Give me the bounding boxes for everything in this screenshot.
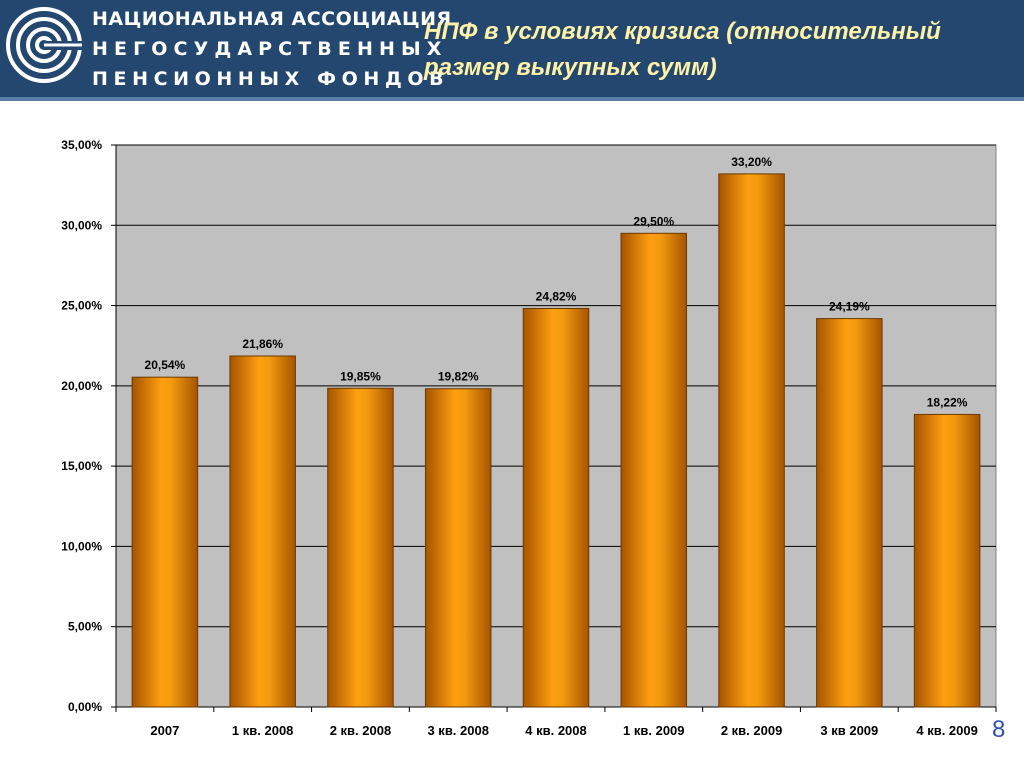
bar xyxy=(424,388,492,708)
y-tick-label: 30,00% xyxy=(61,218,102,232)
slide-title-line-1: НПФ в условиях кризиса (относительный xyxy=(424,18,941,45)
data-label: 20,54% xyxy=(145,358,186,372)
bar xyxy=(131,376,199,708)
y-tick-label: 5,00% xyxy=(68,620,102,634)
data-label: 19,85% xyxy=(340,369,381,383)
data-label: 24,19% xyxy=(829,300,870,314)
data-label: 29,50% xyxy=(633,214,674,228)
data-label: 24,82% xyxy=(536,289,577,303)
bar xyxy=(522,307,590,708)
x-tick-label: 4 кв. 2008 xyxy=(525,723,586,738)
bar xyxy=(816,318,883,708)
bar xyxy=(913,413,981,708)
y-tick-label: 35,00% xyxy=(61,138,102,152)
spiral-logo-icon xyxy=(6,7,84,83)
x-tick-label: 2 кв. 2008 xyxy=(330,723,391,738)
slide-title: НПФ в условиях кризиса (относительный ра… xyxy=(424,14,1022,86)
bar xyxy=(620,232,688,708)
x-tick-label: 2007 xyxy=(150,723,179,738)
bar xyxy=(327,387,394,708)
org-line-2: НЕГОСУДАРСТВЕННЫХ xyxy=(92,38,448,60)
data-label: 19,82% xyxy=(438,370,479,384)
x-tick-label: 1 кв. 2008 xyxy=(232,723,293,738)
value-labels: 20,54% 21,86% 19,85% 19,82% 24,82% 29,50% 33,2… xyxy=(145,155,968,410)
header-divider xyxy=(0,97,1024,101)
y-tick-label: 25,00% xyxy=(61,299,102,313)
y-tick-label: 20,00% xyxy=(61,379,102,393)
data-label: 18,22% xyxy=(927,395,968,409)
x-axis: 2007 1 кв. 2008 2 кв. 2008 3 кв. 2008 4 кв. … xyxy=(115,707,997,738)
organization-name: НАЦИОНАЛЬНАЯ АССОЦИАЦИЯ НЕГОСУДАРСТВЕННЫ… xyxy=(92,4,452,94)
x-tick-label: 3 кв 2009 xyxy=(820,723,878,738)
bars xyxy=(131,173,981,708)
x-tick-label: 2 кв. 2009 xyxy=(721,723,782,738)
y-tick-label: 15,00% xyxy=(61,459,102,473)
data-label: 33,20% xyxy=(731,155,772,169)
bar-chart: 0,00% 5,00% 10,00% 15,00% 20,00% 25,00% 30,00%… xyxy=(61,138,997,738)
x-tick-label: 1 кв. 2009 xyxy=(623,723,684,738)
slide-title-line-2: размер выкупных сумм) xyxy=(424,54,717,81)
bar xyxy=(229,355,296,708)
bar xyxy=(718,173,785,708)
y-tick-label: 10,00% xyxy=(61,539,102,553)
data-label: 21,86% xyxy=(242,337,283,351)
org-line-3: ПЕНСИОННЫХ ФОНДОВ xyxy=(92,68,450,90)
x-tick-label: 4 кв. 2009 xyxy=(916,723,977,738)
x-tick-label: 3 кв. 2008 xyxy=(427,723,488,738)
org-line-1: НАЦИОНАЛЬНАЯ АССОЦИАЦИЯ xyxy=(92,8,452,30)
page-number: 8 xyxy=(992,716,1006,743)
y-tick-label: 0,00% xyxy=(68,700,102,714)
slide-header: НАЦИОНАЛЬНАЯ АССОЦИАЦИЯ НЕГОСУДАРСТВЕННЫ… xyxy=(0,0,1024,97)
